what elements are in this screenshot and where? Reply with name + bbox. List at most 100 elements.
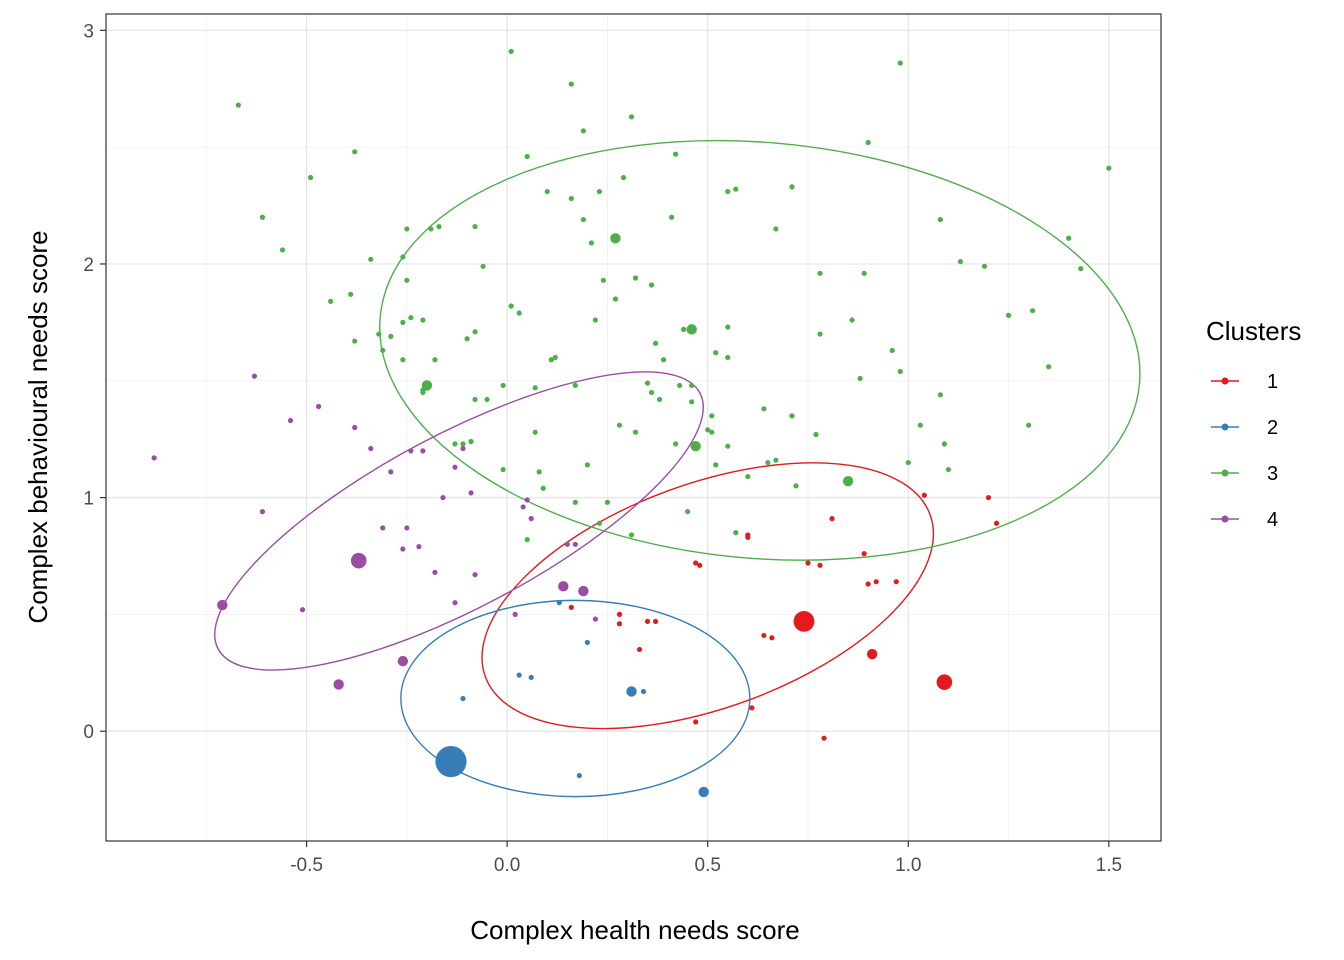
cluster-3-point bbox=[673, 441, 679, 447]
cluster-3-point bbox=[532, 385, 538, 391]
cluster-3-point bbox=[937, 216, 943, 223]
cluster-3-point bbox=[588, 240, 594, 246]
cluster-4-point bbox=[397, 655, 409, 667]
cluster-2-point bbox=[584, 639, 590, 646]
cluster-3-point bbox=[709, 413, 715, 419]
cluster-3-point bbox=[500, 466, 506, 473]
legend-key-point-2 bbox=[1221, 423, 1229, 431]
cluster-3-point bbox=[1005, 312, 1012, 318]
cluster-3-point bbox=[580, 216, 586, 223]
cluster-3-point bbox=[536, 469, 542, 475]
cluster-ellipses bbox=[214, 139, 1141, 798]
cluster-3-point bbox=[842, 476, 854, 487]
y-tick-label: 1 bbox=[83, 489, 94, 510]
cluster-3-point bbox=[793, 483, 799, 489]
cluster-3-point bbox=[1030, 308, 1036, 314]
cluster-3-point bbox=[773, 226, 779, 232]
cluster-3-point bbox=[1046, 364, 1052, 370]
cluster-1-point bbox=[921, 492, 927, 498]
cluster-3-point bbox=[945, 466, 951, 473]
cluster-1-point bbox=[866, 648, 878, 660]
cluster-1-point bbox=[749, 705, 755, 711]
cluster-3-point bbox=[745, 473, 751, 480]
cluster-3-point bbox=[849, 317, 855, 323]
cluster-1-point bbox=[616, 611, 623, 617]
cluster-3-point bbox=[725, 354, 731, 361]
cluster-4-point bbox=[452, 464, 458, 470]
cluster-3-point bbox=[596, 520, 603, 526]
cluster-3-point bbox=[524, 153, 530, 160]
cluster-3-point bbox=[400, 254, 406, 260]
cluster-1-point bbox=[652, 618, 659, 625]
cluster-4-point bbox=[512, 611, 518, 617]
cluster-2-point bbox=[528, 674, 534, 681]
cluster-3-point bbox=[981, 263, 988, 269]
cluster-3-point bbox=[428, 226, 434, 232]
y-tick-label: 2 bbox=[83, 255, 94, 276]
cluster-3-point bbox=[733, 186, 739, 192]
cluster-3-point bbox=[348, 291, 354, 297]
cluster-4-point bbox=[520, 504, 526, 510]
cluster-3-point bbox=[610, 233, 621, 244]
cluster-2-point bbox=[556, 600, 562, 606]
cluster-3-point bbox=[725, 188, 731, 195]
cluster-4-point bbox=[259, 509, 266, 515]
cluster-1-point bbox=[817, 562, 823, 568]
cluster-3-point bbox=[673, 151, 679, 157]
legend-key-point-1 bbox=[1221, 377, 1229, 385]
cluster-3-point bbox=[686, 324, 697, 335]
cluster-3-point bbox=[259, 214, 266, 220]
cluster-1-point bbox=[893, 579, 899, 585]
cluster-3-point bbox=[568, 81, 574, 87]
cluster-3-point bbox=[328, 298, 334, 304]
cluster-3-point bbox=[690, 440, 701, 452]
cluster-3-point bbox=[592, 317, 598, 323]
cluster-3-point bbox=[905, 459, 911, 466]
cluster-1-point bbox=[985, 494, 992, 501]
y-tick-label: 0 bbox=[83, 722, 94, 743]
cluster-3-point bbox=[472, 396, 478, 403]
cluster-4-point bbox=[432, 569, 438, 575]
y-tick-label: 3 bbox=[83, 21, 94, 42]
cluster-4-point bbox=[592, 616, 598, 622]
cluster-3-point bbox=[432, 357, 438, 363]
cluster-3-point bbox=[1106, 165, 1112, 171]
cluster-3-point bbox=[612, 296, 619, 302]
legend-label-3: 3 bbox=[1267, 463, 1278, 485]
cluster-4-point bbox=[380, 525, 386, 531]
x-tick-label: 1.0 bbox=[895, 855, 921, 876]
cluster-1-point bbox=[761, 632, 767, 639]
legend-label-4: 4 bbox=[1267, 509, 1278, 531]
cluster-1-point bbox=[693, 719, 699, 725]
cluster-1-point bbox=[636, 646, 643, 653]
cluster-3-point bbox=[600, 277, 607, 283]
cluster-3-point bbox=[532, 429, 538, 435]
cluster-3-point bbox=[865, 139, 871, 146]
cluster-4-point bbox=[400, 546, 406, 552]
cluster-2-ellipse bbox=[400, 599, 751, 798]
cluster-3-point bbox=[861, 270, 867, 276]
cluster-4-point bbox=[408, 448, 414, 454]
legend-key-point-3 bbox=[1221, 469, 1229, 477]
cluster-3-point bbox=[604, 499, 611, 505]
cluster-3-point bbox=[652, 340, 659, 346]
cluster-1-point bbox=[568, 604, 574, 610]
cluster-3-point bbox=[897, 60, 903, 66]
cluster-3-point bbox=[725, 443, 731, 449]
cluster-4-point bbox=[299, 607, 306, 613]
cluster-3-point bbox=[400, 319, 406, 325]
cluster-4-point bbox=[564, 541, 570, 547]
cluster-3-ellipse bbox=[379, 139, 1141, 561]
cluster-1-point bbox=[793, 611, 815, 632]
cluster-3-point bbox=[889, 347, 895, 354]
x-tick-label: 0.0 bbox=[494, 855, 520, 876]
cluster-3-point bbox=[761, 406, 767, 412]
cluster-3-point bbox=[660, 357, 667, 363]
cluster-1-point bbox=[861, 551, 867, 557]
legend: Clusters 1 2 3 4 bbox=[1206, 316, 1301, 531]
grid-minor bbox=[106, 14, 1161, 841]
legend-title: Clusters bbox=[1206, 316, 1301, 346]
cluster-3-point bbox=[632, 429, 639, 435]
